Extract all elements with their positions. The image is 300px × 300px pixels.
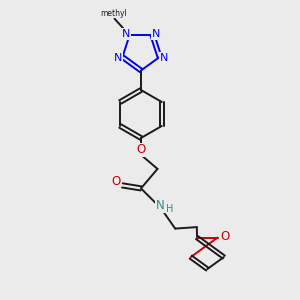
Text: N: N [122, 29, 130, 39]
Text: O: O [111, 175, 120, 188]
Text: methyl: methyl [100, 9, 127, 18]
Text: H: H [167, 203, 174, 214]
Text: N: N [114, 52, 122, 63]
Text: O: O [220, 230, 230, 243]
Text: O: O [136, 143, 146, 157]
Text: N: N [156, 199, 165, 212]
Text: N: N [160, 52, 168, 63]
Text: N: N [152, 29, 160, 39]
